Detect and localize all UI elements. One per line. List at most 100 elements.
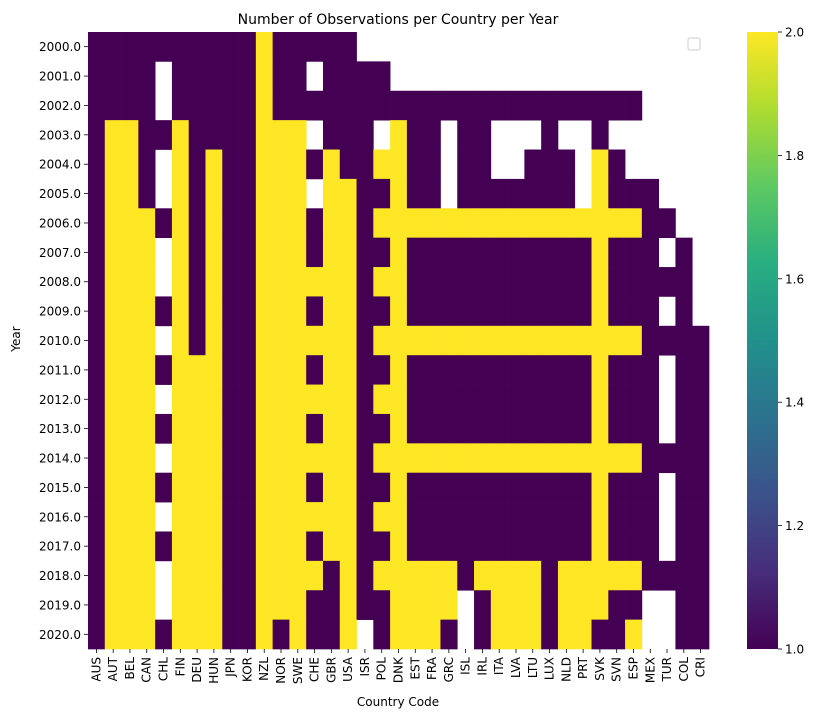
heatmap-cell (88, 267, 106, 297)
heatmap-cell (222, 413, 240, 444)
heatmap-cell (306, 32, 324, 62)
heatmap-cell (457, 355, 475, 385)
heatmap-cell (574, 208, 592, 239)
heatmap-cell (289, 61, 307, 92)
x-tick-label: KOR (240, 657, 254, 682)
heatmap-cell (104, 90, 122, 121)
heatmap-cell (608, 560, 626, 591)
heatmap-cell (239, 61, 257, 92)
heatmap-cell (524, 237, 542, 268)
heatmap-cell (322, 90, 341, 121)
heatmap-cell (138, 531, 156, 562)
heatmap-cell (272, 325, 290, 356)
heatmap-cell (255, 531, 273, 562)
x-tick-label: POL (375, 657, 389, 681)
heatmap-cell (289, 560, 307, 591)
heatmap-cell (541, 208, 559, 239)
heatmap-cell (121, 384, 139, 415)
heatmap-cell (524, 502, 542, 532)
heatmap-cell (272, 384, 290, 415)
heatmap-cell (155, 531, 173, 562)
heatmap-cell (272, 178, 290, 209)
heatmap-cell (306, 355, 324, 385)
heatmap-cell (541, 149, 559, 180)
heatmap-cell (490, 325, 508, 356)
heatmap-cell (272, 32, 290, 62)
heatmap-cell (490, 619, 508, 650)
heatmap-cell (322, 208, 341, 239)
heatmap-cell (591, 619, 609, 650)
heatmap-cell (675, 413, 693, 444)
heatmap-cell (557, 237, 576, 268)
heatmap-cell (474, 443, 492, 474)
heatmap-cell (591, 267, 609, 297)
heatmap-cell (205, 384, 223, 415)
heatmap-cell (608, 590, 626, 620)
heatmap-cell (406, 267, 425, 297)
heatmap-cell (205, 208, 223, 239)
x-tick-label: ITA (492, 656, 506, 675)
heatmap-cell (373, 619, 391, 650)
heatmap-cell (591, 590, 609, 620)
heatmap-cell (88, 208, 106, 239)
heatmap-cell (608, 149, 626, 180)
heatmap-cell (155, 472, 173, 503)
y-tick-label: 2011.0 (39, 363, 81, 377)
heatmap-cell (557, 384, 576, 415)
heatmap-cell (557, 208, 576, 239)
heatmap-cell (608, 502, 626, 532)
heatmap-cell (507, 267, 525, 297)
heatmap-cell (457, 443, 475, 474)
heatmap-cell (641, 237, 659, 268)
heatmap-cell (406, 531, 425, 562)
heatmap-cell (356, 590, 374, 620)
heatmap-cell (104, 178, 122, 209)
heatmap-cell (390, 590, 408, 620)
heatmap-cell (390, 149, 408, 180)
colorbar-tick-label: 1.8 (785, 149, 804, 163)
heatmap-cell (557, 443, 576, 474)
heatmap-cell (507, 178, 525, 209)
heatmap-cell (574, 502, 592, 532)
heatmap-cell (289, 413, 307, 444)
heatmap-cell (88, 560, 106, 591)
heatmap-cell (406, 296, 425, 327)
heatmap-cell (423, 384, 441, 415)
heatmap-cell (373, 61, 391, 92)
heatmap-cell (390, 472, 408, 503)
heatmap-cell (88, 619, 106, 650)
heatmap-cell (239, 443, 257, 474)
heatmap-cell (608, 296, 626, 327)
heatmap-cell (88, 296, 106, 327)
heatmap-cell (474, 208, 492, 239)
heatmap-cell (339, 472, 357, 503)
heatmap-cell (339, 443, 357, 474)
heatmap-cell (104, 208, 122, 239)
heatmap-cell (339, 590, 357, 620)
heatmap-cell (138, 325, 156, 356)
heatmap-cell (373, 560, 391, 591)
heatmap-cell (121, 149, 139, 180)
heatmap-cell (507, 619, 525, 650)
x-tick-label: TUR (660, 657, 674, 682)
heatmap-cell (474, 619, 492, 650)
heatmap-cell (574, 296, 592, 327)
heatmap-cell (289, 384, 307, 415)
heatmap-cell (104, 267, 122, 297)
heatmap-cell (255, 120, 273, 150)
heatmap-cell (239, 267, 257, 297)
heatmap-cell (390, 355, 408, 385)
heatmap-cell (373, 149, 391, 180)
heatmap-cell (239, 325, 257, 356)
heatmap-cell (440, 590, 458, 620)
heatmap-cell (339, 237, 357, 268)
heatmap-cell (557, 90, 576, 121)
heatmap-cell (121, 413, 139, 444)
x-tick-label: CAN (140, 657, 154, 683)
colorbar (747, 32, 778, 649)
heatmap-cell (641, 325, 659, 356)
heatmap-cell (675, 531, 693, 562)
heatmap-cell (675, 384, 693, 415)
heatmap-cell (625, 267, 643, 297)
heatmap-cell (255, 355, 273, 385)
